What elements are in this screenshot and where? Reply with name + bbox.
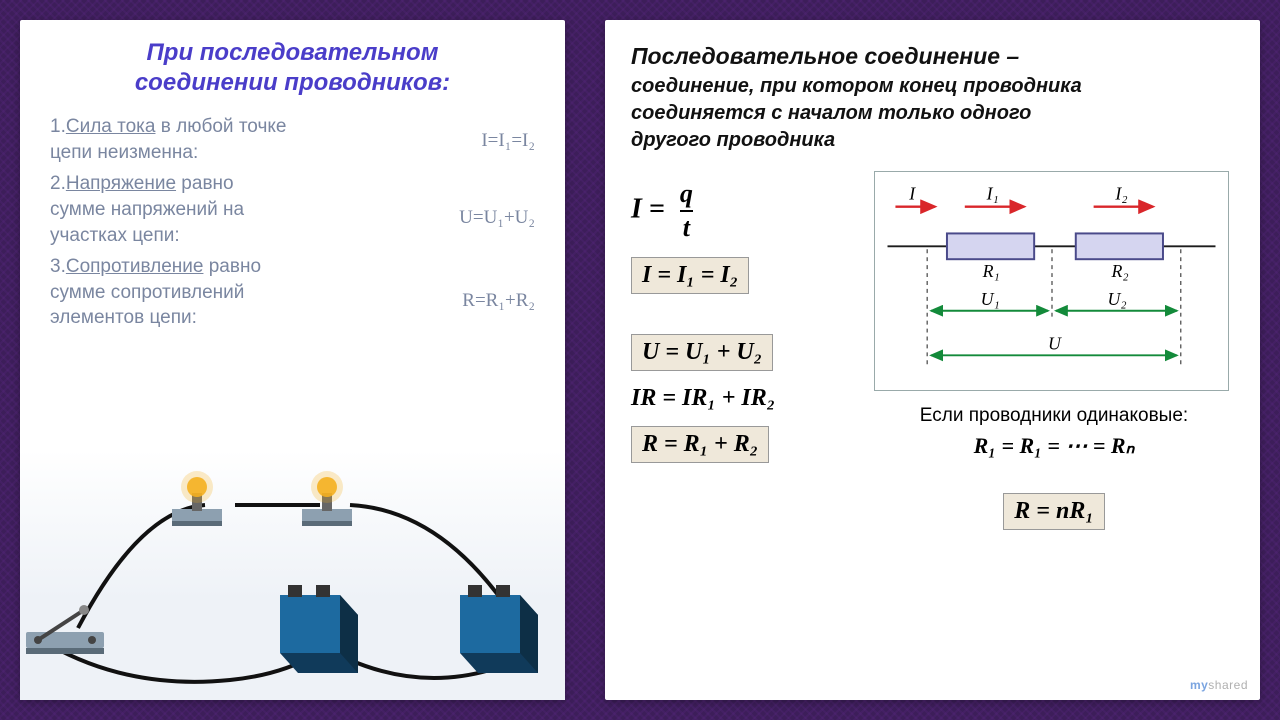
eq-current-def: I = q t: [631, 181, 854, 241]
svg-text:R₂: R₂: [1110, 261, 1128, 281]
row2-num: 2.: [50, 173, 66, 194]
eq-current: I = I₁ = I₂: [631, 257, 749, 294]
row1-num: 1.: [50, 116, 66, 137]
svg-text:U: U: [1048, 333, 1062, 353]
row3-ul: Сопротивление: [66, 256, 204, 277]
row3-num: 3.: [50, 256, 66, 277]
row3-r2: сумме сопротивлений: [50, 282, 244, 303]
row2-r1: равно: [176, 173, 234, 194]
row1-r1: в любой точке: [155, 116, 286, 137]
left-text-3: 3.Сопротивление равно сумме сопротивлени…: [50, 254, 405, 331]
eq-voltage: U = U₁ + U₂: [631, 334, 773, 371]
svg-text:R₁: R₁: [982, 261, 1000, 281]
svg-text:U₂: U₂: [1107, 289, 1126, 309]
eq-cd-lhs: I =: [631, 193, 665, 224]
brand-rest: shared: [1208, 678, 1248, 692]
svg-text:I₁: I₁: [986, 184, 999, 204]
fraction-icon: q t: [680, 181, 693, 241]
left-row-2: 2.Напряжение равно сумме напряжений на у…: [50, 171, 535, 248]
row1-formula: I=I₁=I₂: [405, 114, 535, 152]
row3-formula: R=R₁+R₂: [405, 254, 535, 312]
eq-cd-den: t: [683, 215, 690, 241]
circuit-diagram: I I₁ I₂ R₁ R₂ U₁ U₂: [874, 171, 1229, 391]
identical-note: Если проводники одинаковые:: [874, 405, 1234, 427]
row3-r1: равно: [203, 256, 261, 277]
right-title: Последовательное соединение –: [631, 42, 1234, 72]
left-title-1: При последовательном: [147, 39, 439, 66]
left-title: При последовательном соединении проводни…: [20, 20, 565, 108]
left-text-1: 1.Сила тока в любой точке цепи неизменна…: [50, 114, 405, 165]
left-panel: При последовательном соединении проводни…: [20, 20, 565, 700]
row1-ul: Сила тока: [66, 116, 156, 137]
svg-text:U₁: U₁: [981, 289, 1000, 309]
row2-ul: Напряжение: [66, 173, 176, 194]
row3-r3: элементов цепи:: [50, 307, 197, 328]
right-grid: I = q t I = I₁ = I₂ U = U₁ + U₂ IR = IR₁…: [631, 171, 1234, 536]
left-text-2: 2.Напряжение равно сумме напряжений на у…: [50, 171, 405, 248]
row2-formula: U=U₁+U₂: [405, 171, 535, 229]
brand-my: my: [1190, 678, 1208, 692]
eq-cd-num: q: [680, 181, 693, 207]
identical-eq: R₁ = R₁ = ⋯ = Rₙ: [874, 433, 1234, 459]
watermark: myshared: [1190, 678, 1248, 692]
row2-r3: участках цепи:: [50, 225, 180, 246]
svg-text:I: I: [908, 184, 916, 204]
lab-svg: [20, 450, 565, 700]
left-row-3: 3.Сопротивление равно сумме сопротивлени…: [50, 254, 535, 331]
lab-illustration: [20, 450, 565, 700]
svg-text:I₂: I₂: [1114, 184, 1127, 204]
fraction-bar: [680, 210, 693, 212]
eq-nr: R = nR₁: [1003, 493, 1104, 530]
eq-ir: IR = IR₁ + IR₂: [631, 385, 854, 412]
right-sub1: соединение, при котором конец проводника: [631, 74, 1234, 99]
left-title-2: соединении проводников:: [135, 69, 450, 96]
left-body: 1.Сила тока в любой точке цепи неизменна…: [20, 108, 565, 331]
right-sub2: соединяется с началом только одного: [631, 101, 1234, 126]
left-row-1: 1.Сила тока в любой точке цепи неизменна…: [50, 114, 535, 165]
row2-r2: сумме напряжений на: [50, 199, 244, 220]
right-sub3: другого проводника: [631, 128, 1234, 153]
row1-r2: цепи неизменна:: [50, 142, 198, 163]
eq-resistance: R = R₁ + R₂: [631, 426, 769, 463]
right-panel: Последовательное соединение – соединение…: [605, 20, 1260, 700]
diagram-column: I I₁ I₂ R₁ R₂ U₁ U₂: [874, 171, 1234, 536]
formula-column: I = q t I = I₁ = I₂ U = U₁ + U₂ IR = IR₁…: [631, 171, 854, 469]
